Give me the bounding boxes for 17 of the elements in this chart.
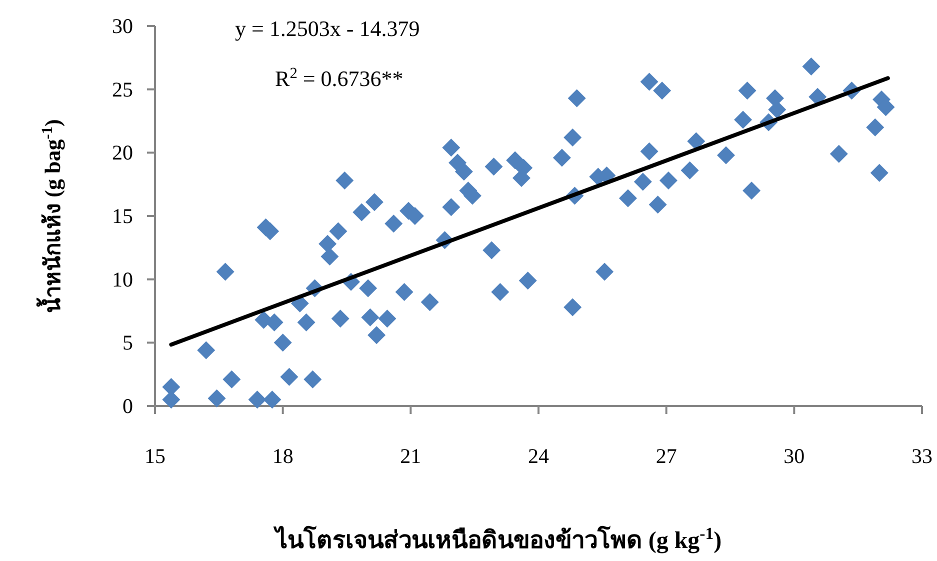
y-tick-label: 20 (112, 140, 133, 165)
y-tick-label: 0 (122, 394, 133, 418)
y-tick-label: 30 (112, 14, 133, 38)
x-tick-label: 27 (656, 444, 677, 468)
x-axis-title: ไนโตรเจนส่วนเหนือดินของข้าวโพด (g kg$^{-1}$) (272, 524, 722, 554)
y-tick-label: 15 (112, 204, 133, 228)
annotation: y = 1.2503x - 14.379 (235, 16, 420, 41)
x-tick-label: 30 (784, 444, 805, 468)
annotation: R$^{2}$ = 0.6736** (275, 64, 404, 91)
x-tick-label: 33 (912, 444, 932, 468)
x-tick-label: 21 (400, 444, 422, 468)
y-tick-label: 10 (112, 267, 133, 292)
x-tick-label: 15 (144, 444, 166, 468)
x-tick-label: 24 (528, 444, 550, 468)
y-tick-label: 5 (122, 330, 133, 355)
x-tick-label: 18 (272, 444, 294, 468)
y-tick-label: 25 (112, 77, 133, 102)
